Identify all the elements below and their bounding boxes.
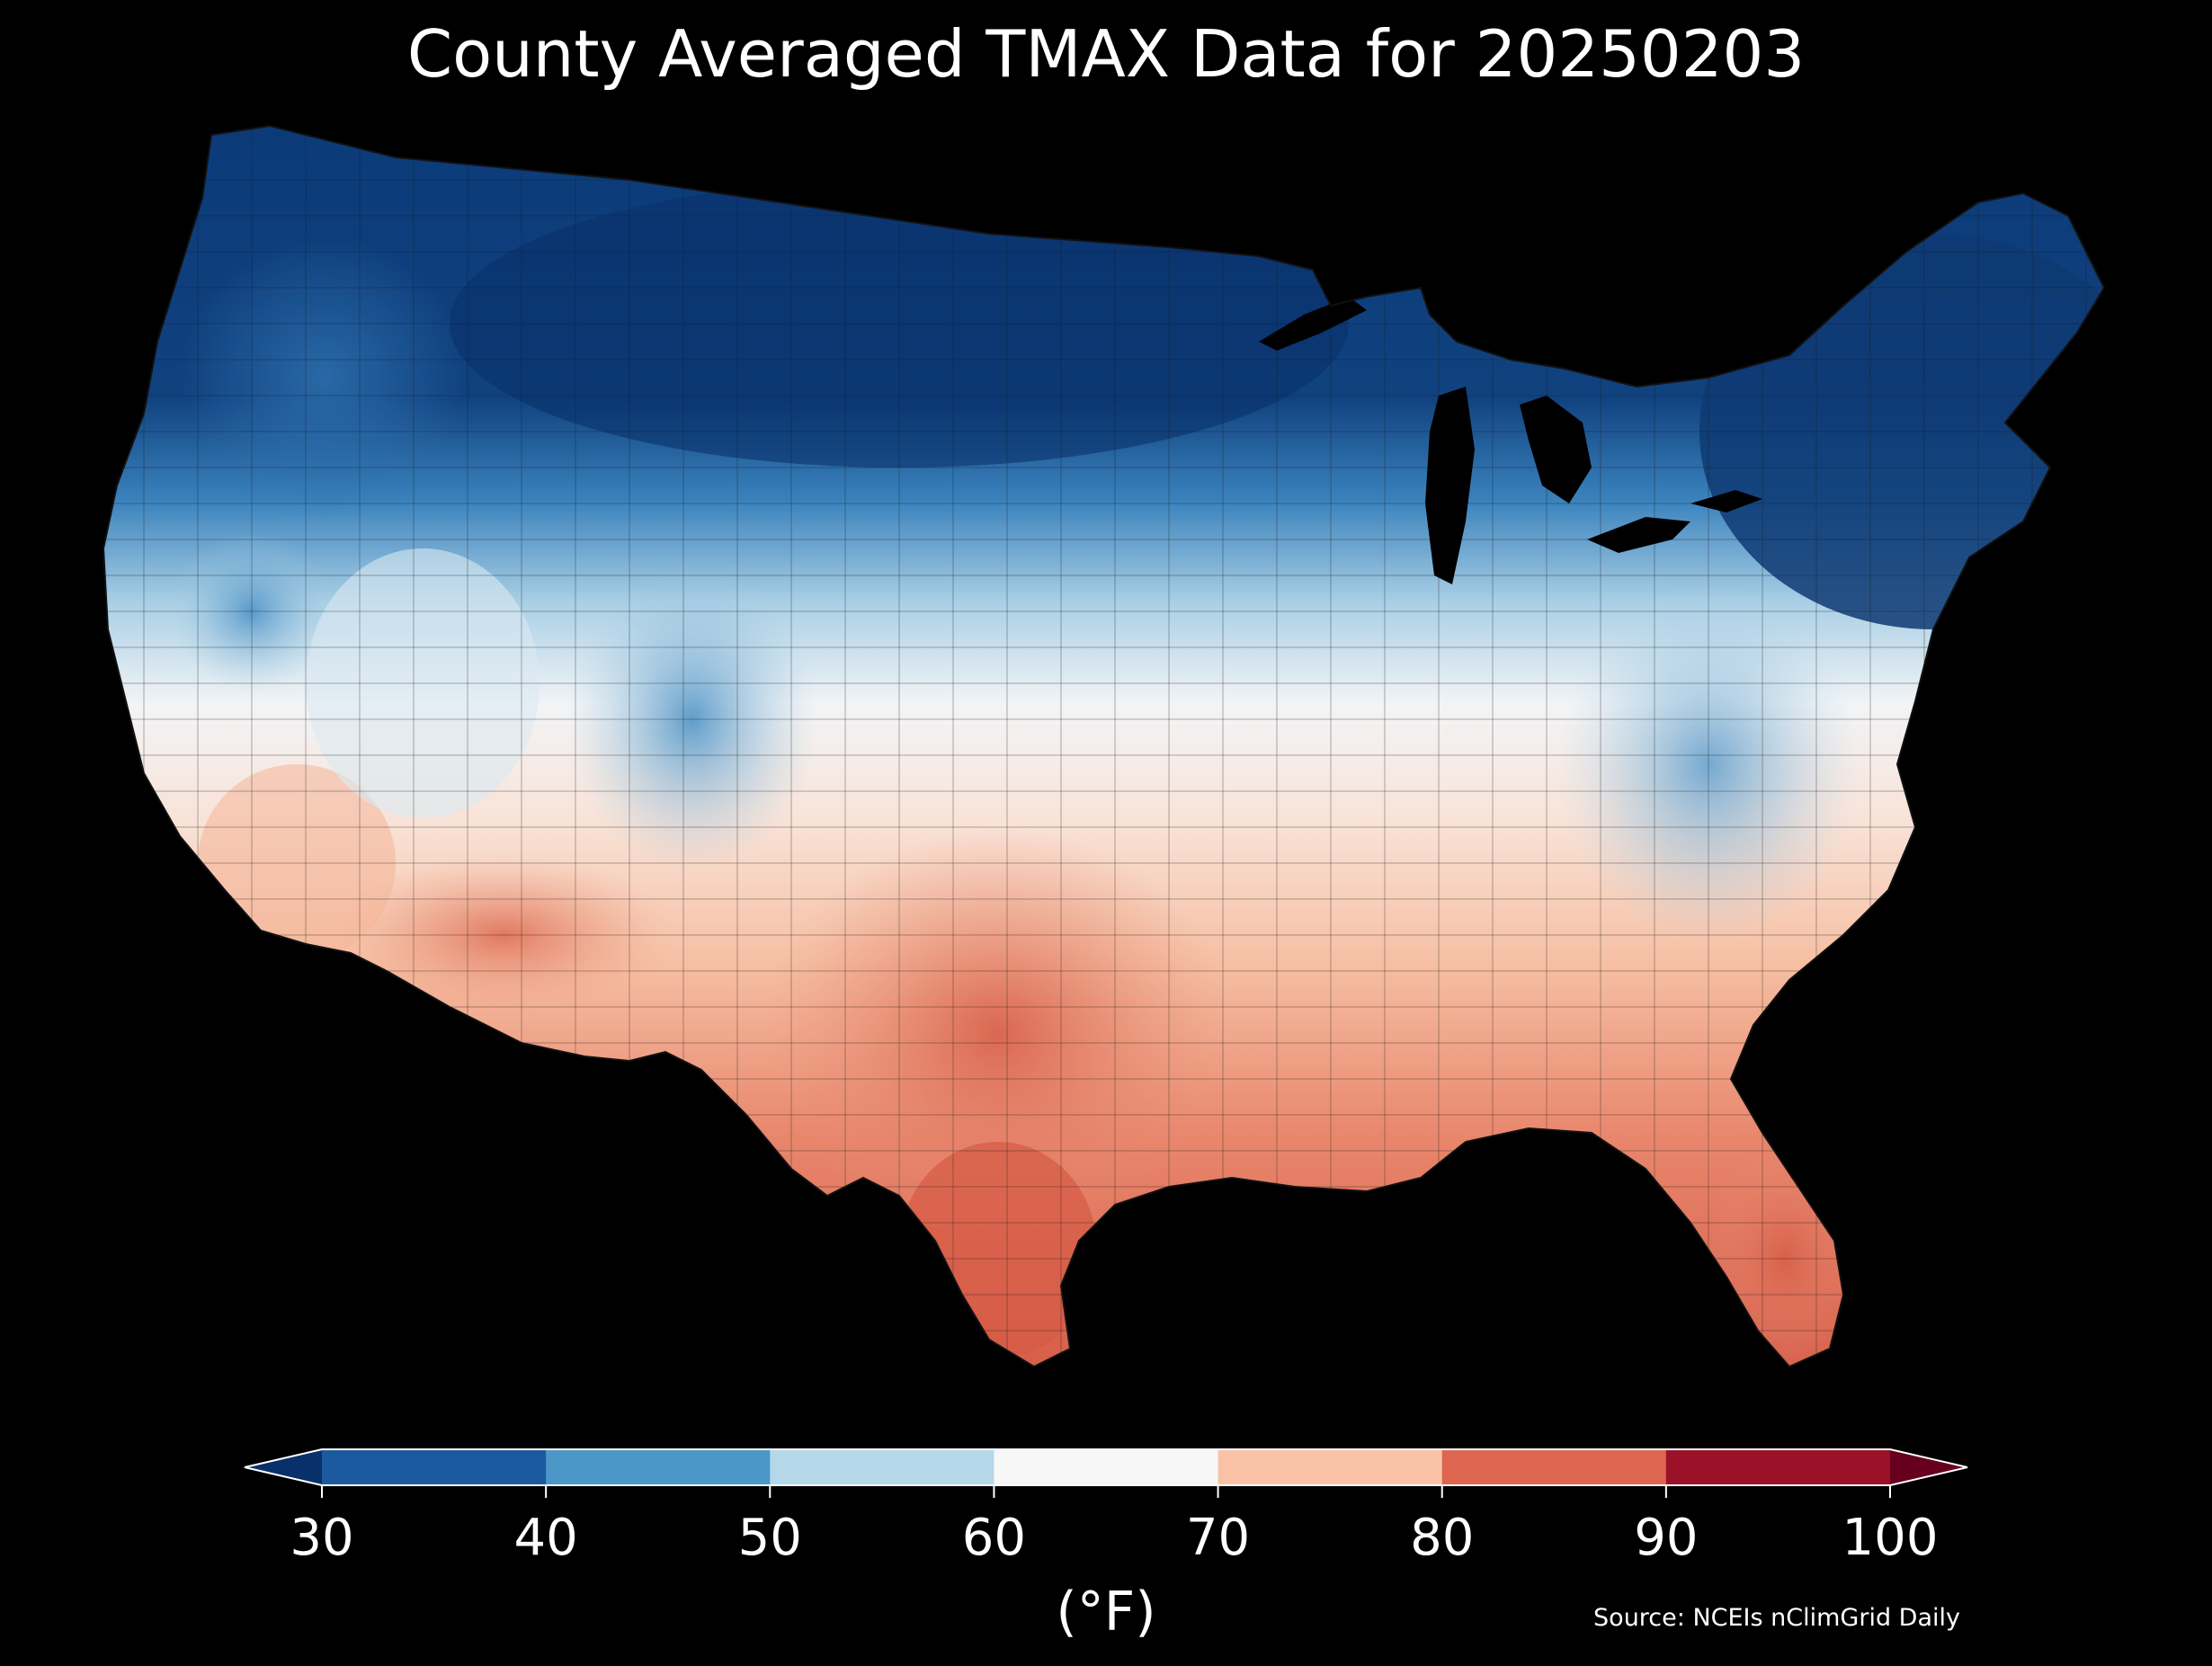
- colorbar-bin-80-90: [1441, 1449, 1667, 1485]
- colorbar-bin-50-60: [770, 1449, 995, 1485]
- colorbar-tick-label: 90: [1634, 1509, 1699, 1567]
- colorbar-unit-label: (°F): [1056, 1581, 1156, 1644]
- colorbar-tick-label: 40: [513, 1509, 578, 1567]
- colorbar-bin-30-40: [322, 1449, 547, 1485]
- choropleth-map: [103, 125, 2105, 1368]
- colorbar-tick-label: 100: [1842, 1509, 1939, 1567]
- great-lakes: [1259, 297, 1762, 584]
- map-title: County Averaged TMAX Data for 20250203: [406, 16, 1806, 92]
- colorbar-tick-label: 80: [1410, 1509, 1475, 1567]
- colorbar-over-arrow: [1890, 1449, 1967, 1485]
- colorbar-bin-90-100: [1665, 1449, 1891, 1485]
- colorbar-bin-70-80: [1217, 1449, 1443, 1485]
- colorbar-bin-60-70: [994, 1449, 1219, 1485]
- colorbar-tick-label: 70: [1185, 1509, 1251, 1567]
- colorbar-tick-label: 60: [961, 1509, 1027, 1567]
- colorbar-under-arrow: [245, 1449, 322, 1485]
- colorbar-bin-40-50: [546, 1449, 771, 1485]
- colorbar-tick-label: 50: [737, 1509, 802, 1567]
- source-credit: Source: NCEIs nClimGrid Daily: [1593, 1604, 1960, 1632]
- colorbar-tick-label: 30: [290, 1509, 354, 1567]
